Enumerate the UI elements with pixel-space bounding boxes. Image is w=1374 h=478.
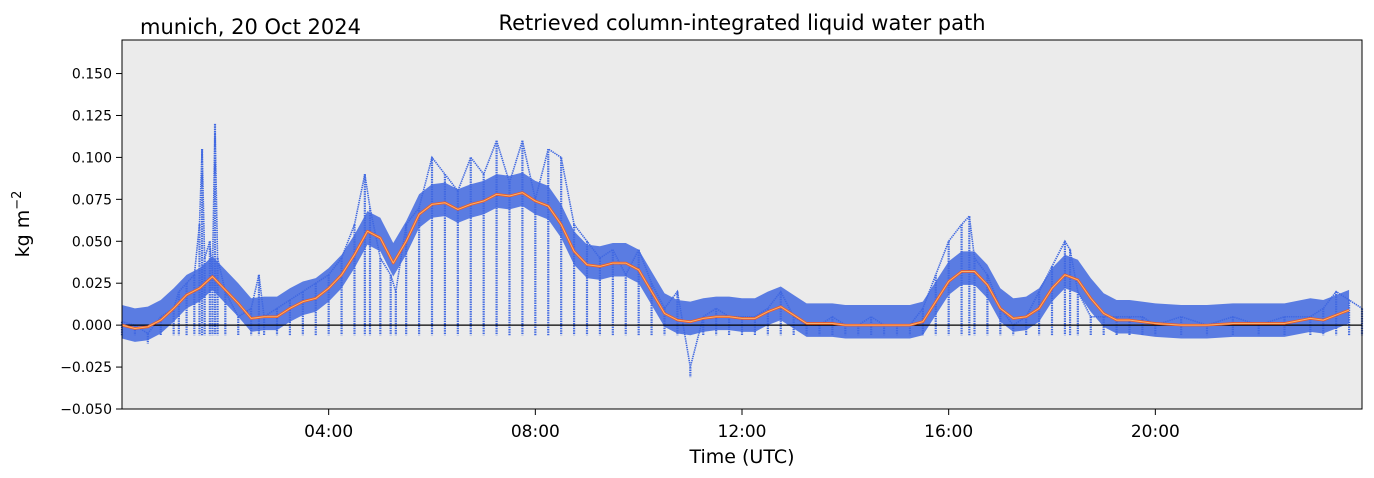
raw-series-band (122, 172, 1350, 342)
y-axis-label: kg m−2 (10, 191, 34, 258)
y-axis-label-base: kg m (12, 210, 34, 258)
x-axis-label: Time (UTC) (688, 446, 794, 468)
y-tick-label: 0.125 (72, 108, 112, 124)
y-tick-label: −0.025 (60, 360, 112, 376)
y-axis-label-exponent: −2 (10, 191, 25, 210)
y-tick-label: 0.150 (72, 67, 112, 83)
y-tick-label: 0.025 (72, 276, 112, 292)
x-axis-ticks: 04:00 08:00 12:00 16:00 20:00 (304, 409, 1180, 442)
y-tick-label: 0.000 (72, 318, 112, 334)
x-tick-label: 08:00 (511, 422, 560, 442)
plot-area-background (122, 40, 1362, 409)
y-axis-ticks: −0.050 −0.025 0.000 0.025 0.050 0.075 0.100 0.1… (60, 67, 122, 418)
y-tick-label: 0.075 (72, 192, 112, 208)
x-tick-label: 12:00 (718, 422, 767, 442)
y-tick-label: 0.100 (72, 150, 112, 166)
chart-title: Retrieved column-integrated liquid water… (498, 11, 985, 35)
x-tick-label: 16:00 (924, 422, 973, 442)
smoothed-series-highlight (121, 192, 1350, 329)
y-tick-label: −0.050 (60, 402, 112, 418)
chart-subtitle: munich, 20 Oct 2024 (140, 15, 361, 39)
y-tick-label: 0.050 (72, 234, 112, 250)
x-tick-label: 04:00 (304, 422, 353, 442)
x-tick-label: 20:00 (1131, 422, 1180, 442)
raw-lwp-series (120, 123, 1364, 378)
smoothed-lwp-series (121, 191, 1350, 330)
